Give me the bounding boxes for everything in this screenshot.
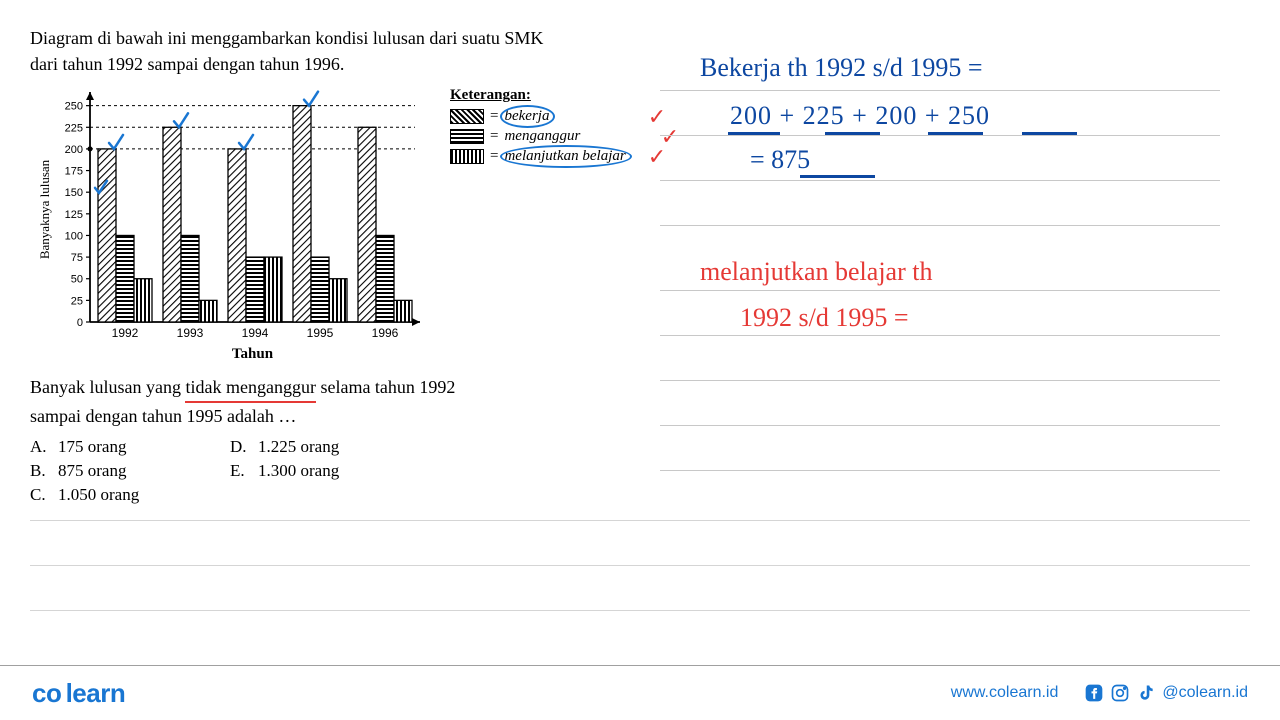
svg-text:250: 250 [65,101,83,113]
svg-text:100: 100 [65,231,83,243]
svg-text:50: 50 [71,274,83,286]
problem-line1: Diagram di bawah ini menggambarkan kondi… [30,28,543,48]
hand-red-line2: 1992 s/d 1995 = [740,298,909,338]
bar-chart: 0 25 50 75 100 125 150 175 200 225 250 1992 1993 1994… [35,87,425,362]
option: E.1.300 orang [230,461,430,481]
svg-text:Tahun: Tahun [232,346,274,362]
svg-text:75: 75 [71,252,83,264]
legend-swatch [450,109,484,124]
svg-text:175: 175 [65,166,83,178]
svg-text:25: 25 [71,296,83,308]
legend-row: =melanjutkan belajar✓ [450,148,626,165]
facebook-icon [1084,683,1104,703]
question-text: Banyak lulusan yang tidak menganggur sel… [30,374,660,429]
option: C.1.050 orang [30,485,230,505]
instagram-icon [1110,683,1130,703]
svg-text:1994: 1994 [242,326,269,340]
legend-swatch [450,149,484,164]
option: A.175 orang [30,437,230,457]
svg-text:1993: 1993 [177,326,204,340]
svg-text:1992: 1992 [112,326,139,340]
svg-text:1995: 1995 [307,326,334,340]
svg-text:225: 225 [65,122,83,134]
social-handle: @colearn.id [1162,684,1248,702]
legend-row: =menganggur✓ [450,128,626,145]
svg-text:Banyaknya lulusan: Banyaknya lulusan [37,160,52,260]
handwritten-work: Bekerja th 1992 s/d 1995 = 200 + 225 + 2… [660,25,1250,509]
hand-red-line1: melanjutkan belajar th [700,252,932,292]
legend-title: Keterangan: [450,87,626,104]
social-icons: @colearn.id [1084,683,1248,703]
hand-blue-line3: = 875 [750,142,810,178]
hand-blue-line1: Bekerja th 1992 s/d 1995 = [700,50,983,86]
option: D.1.225 orang [230,437,430,457]
answer-options: A.175 orang B.875 orang C.1.050 orang D.1.… [30,437,660,509]
svg-text:0: 0 [77,317,83,329]
hand-blue-line2: 200 + 225 + 200 + 250 [730,98,990,134]
colearn-logo: co learn [32,678,125,709]
svg-text:150: 150 [65,187,83,199]
option: B.875 orang [30,461,230,481]
tiktok-icon [1136,683,1156,703]
footer-bar: co learn www.colearn.id @colearn.id [0,665,1280,720]
chart-legend: Keterangan: =bekerja✓ =menganggur✓ =melanj… [450,87,626,362]
svg-text:200: 200 [65,144,83,156]
legend-swatch [450,129,484,144]
svg-text:125: 125 [65,209,83,221]
legend-row: =bekerja✓ [450,108,626,125]
legend-label: bekerja [504,108,549,125]
legend-label: menganggur [504,128,580,145]
legend-label: melanjutkan belajar [504,148,625,165]
underlined-phrase: tidak menganggur [185,374,315,403]
svg-text:1996: 1996 [372,326,399,340]
footer-url: www.colearn.id [951,684,1059,702]
problem-text: Diagram di bawah ini menggambarkan kondi… [30,25,660,77]
problem-line2: dari tahun 1992 sampai dengan tahun 1996… [30,54,344,74]
